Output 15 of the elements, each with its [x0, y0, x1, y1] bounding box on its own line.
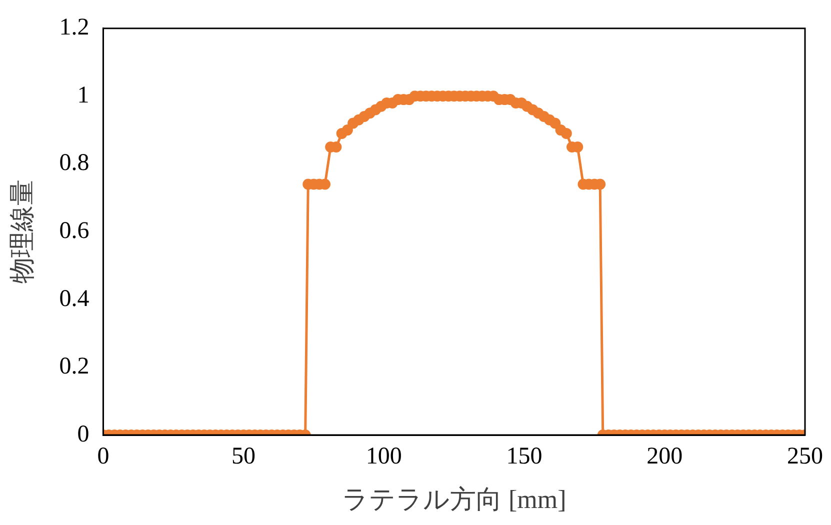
x-tick-label: 100	[366, 444, 402, 470]
y-tick-label: 1	[77, 82, 90, 108]
y-tick-label: 0.2	[59, 354, 90, 380]
y-tick-label: 0.8	[59, 150, 90, 176]
x-tick-label: 150	[506, 444, 542, 470]
x-tick-label: 250	[787, 444, 823, 470]
y-axis-title: 物理線量	[7, 180, 36, 284]
x-tick-label: 0	[97, 444, 110, 470]
x-tick-label: 50	[232, 444, 256, 470]
y-tick-label: 1.2	[59, 14, 90, 41]
x-axis-title: ラテラル方向 [mm]	[342, 485, 566, 514]
y-tick-label: 0.6	[59, 218, 90, 244]
x-tick-label: 200	[646, 444, 683, 470]
y-tick-label: 0	[77, 421, 90, 448]
y-tick-label: 0.4	[59, 286, 90, 312]
